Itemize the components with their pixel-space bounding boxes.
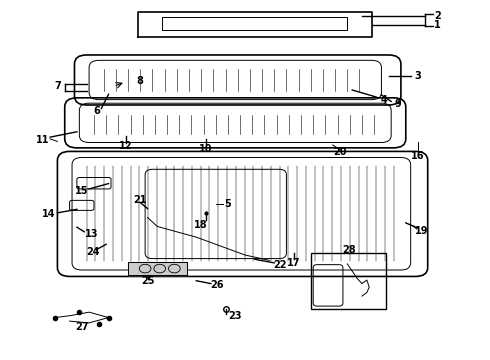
Text: 16: 16 [411, 151, 425, 161]
Text: 18: 18 [195, 220, 208, 230]
Text: 9: 9 [394, 99, 401, 109]
Text: 14: 14 [42, 209, 55, 219]
Text: 13: 13 [85, 229, 98, 239]
Text: 19: 19 [415, 226, 429, 236]
Text: 7: 7 [54, 81, 61, 91]
Text: 25: 25 [141, 276, 154, 286]
Text: 2: 2 [434, 11, 441, 21]
Text: 4: 4 [380, 95, 387, 105]
Text: 8: 8 [137, 76, 144, 86]
Text: 27: 27 [75, 322, 89, 332]
Text: 1: 1 [434, 19, 441, 30]
Text: 3: 3 [415, 71, 421, 81]
Bar [311, 253, 386, 309]
Text: 23: 23 [228, 311, 242, 321]
Text: 21: 21 [133, 195, 147, 205]
Text: 24: 24 [86, 247, 100, 257]
Text: 28: 28 [342, 245, 356, 255]
Text: 10: 10 [199, 144, 213, 154]
Polygon shape [128, 262, 187, 275]
Text: 5: 5 [224, 199, 231, 209]
Text: 26: 26 [211, 280, 224, 290]
Text: 12: 12 [119, 141, 132, 152]
Text: 20: 20 [333, 147, 347, 157]
Text: 15: 15 [75, 186, 89, 196]
Text: 6: 6 [93, 106, 100, 116]
Text: 22: 22 [273, 260, 287, 270]
Text: 11: 11 [36, 135, 49, 145]
Text: 17: 17 [287, 258, 300, 268]
